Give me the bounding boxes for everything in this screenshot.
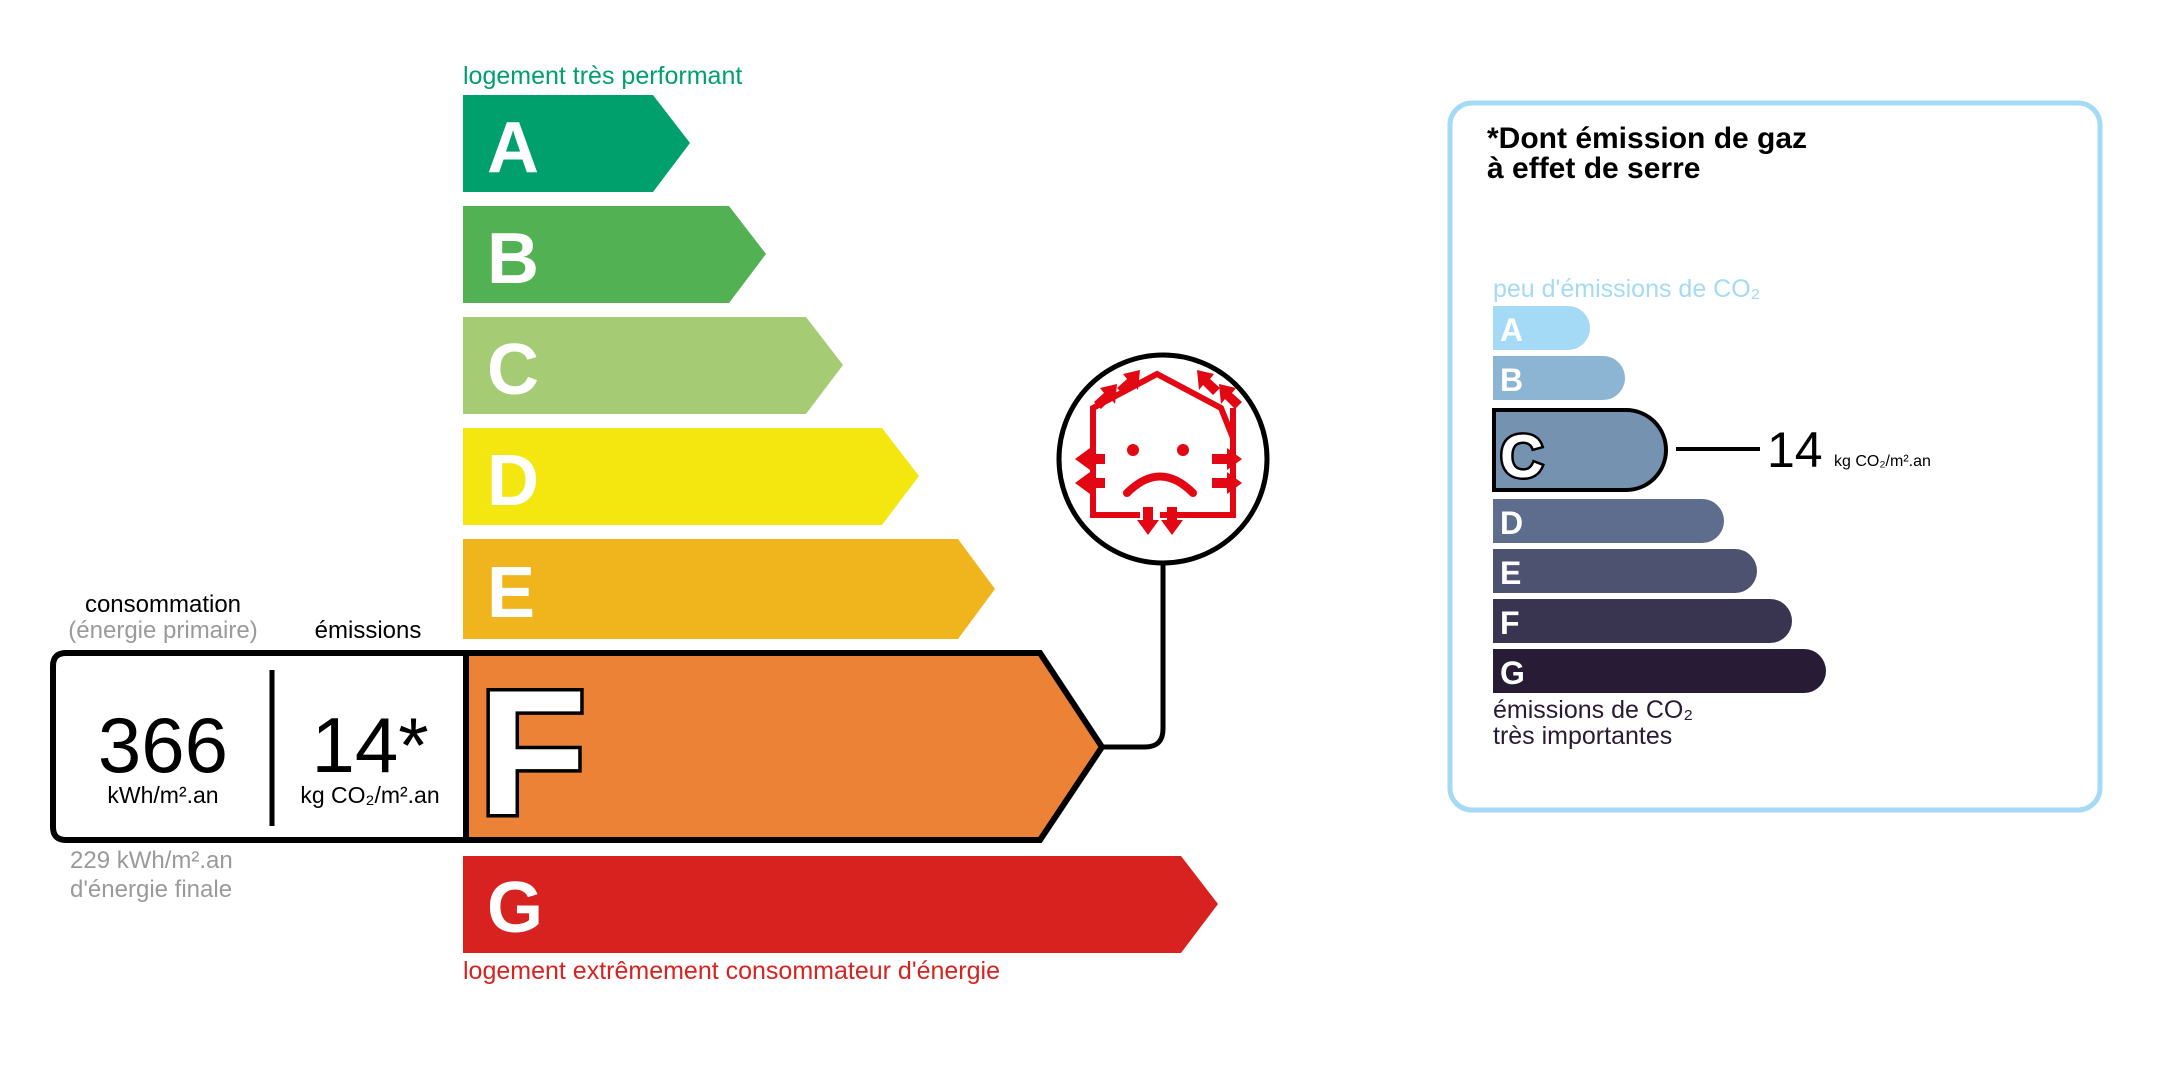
sad-house-heat-loss-icon xyxy=(1056,352,1270,566)
ghg-bar-d-letter: D xyxy=(1500,505,1523,541)
energy-bar-b xyxy=(463,206,766,303)
energy-bar-c xyxy=(463,317,843,414)
ghg-bar-f xyxy=(1493,599,1792,643)
ghg-bar-a-letter: A xyxy=(1500,312,1523,348)
emissions-header: émissions xyxy=(315,617,422,644)
energy-bar-a-letter: A xyxy=(487,108,539,188)
ghg-bar-d xyxy=(1493,499,1724,543)
energy-bar-d xyxy=(463,428,919,525)
ghg-top-caption: peu d'émissions de CO₂ xyxy=(1493,275,1760,303)
consumption-value: 366 xyxy=(98,701,228,789)
ghg-title-line2: à effet de serre xyxy=(1487,152,1700,185)
consumption-unit: kWh/m².an xyxy=(107,782,218,808)
ghg-bar-g xyxy=(1493,649,1826,693)
current-class-letter: F xyxy=(478,653,587,852)
ghg-bar-g-letter: G xyxy=(1500,655,1525,691)
emissions-unit: kg CO₂/m².an xyxy=(300,782,439,808)
energy-bar-d-letter: D xyxy=(487,441,539,521)
badge-connector xyxy=(1102,563,1166,750)
energy-bar-b-letter: B xyxy=(487,219,539,299)
energy-bar-g-letter: G xyxy=(487,868,543,948)
ghg-bar-c xyxy=(1492,408,1668,492)
ghg-bottom-caption-line2: très importantes xyxy=(1493,722,1672,750)
ghg-value: 14 xyxy=(1767,422,1823,478)
ghg-bar-b xyxy=(1493,356,1625,400)
final-energy-value: 229 kWh/m².an xyxy=(70,847,233,874)
emissions-value: 14* xyxy=(311,701,428,789)
current-class-box xyxy=(466,653,1102,840)
ghg-unit: kg CO₂/m².an xyxy=(1834,453,1931,470)
energy-bar-e-letter: E xyxy=(487,553,535,633)
ghg-bar-e xyxy=(1493,549,1757,593)
final-energy-label: d'énergie finale xyxy=(70,876,232,903)
energy-bar-c-letter: C xyxy=(487,330,539,410)
current-class-outline xyxy=(50,650,1106,843)
consumption-header: consommation xyxy=(85,591,241,618)
top-caption: logement très performant xyxy=(463,62,742,90)
ghg-title-line1: *Dont émission de gaz xyxy=(1487,122,1807,155)
ghg-bar-f-letter: F xyxy=(1500,605,1520,641)
ghg-bottom-caption-line1: émissions de CO₂ xyxy=(1493,696,1693,724)
energy-bar-a xyxy=(463,95,690,192)
bottom-caption: logement extrêmement consommateur d'éner… xyxy=(463,957,1000,985)
energy-bar-g xyxy=(463,856,1218,953)
consumption-subheader: (énergie primaire) xyxy=(68,617,257,644)
ghg-bar-a xyxy=(1493,306,1590,350)
energy-bar-e xyxy=(463,539,995,639)
ghg-bar-b-letter: B xyxy=(1500,362,1523,398)
ghg-bar-e-letter: E xyxy=(1500,555,1521,591)
ghg-current-class-letter: C xyxy=(1500,423,1543,490)
